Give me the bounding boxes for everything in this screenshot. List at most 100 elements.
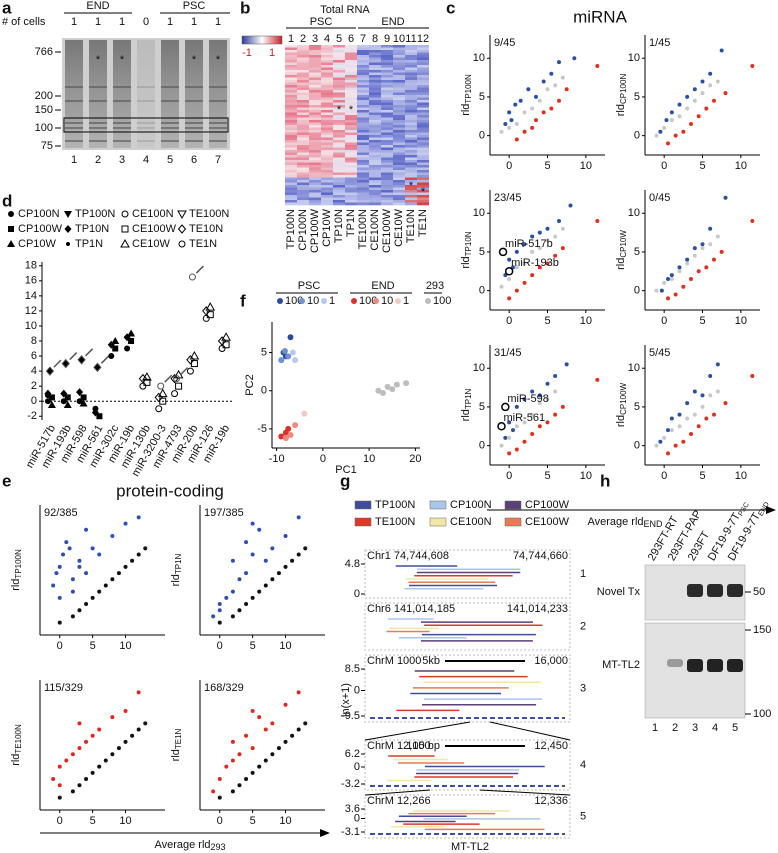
heatmap-cell xyxy=(345,112,357,116)
track-y-label: 6.2 xyxy=(345,748,360,760)
heatmap-cell xyxy=(297,122,309,126)
heatmap-cell xyxy=(297,65,309,68)
point xyxy=(64,394,71,401)
heatmap-cell xyxy=(321,145,333,148)
heatmap-cell xyxy=(369,112,381,116)
point xyxy=(79,399,88,407)
heatmap-cell xyxy=(321,72,333,76)
gel-band xyxy=(161,140,179,142)
heatmap-cell xyxy=(393,152,405,156)
track-number: 3 xyxy=(580,682,586,694)
point xyxy=(80,394,87,401)
x-tick-label: 20 xyxy=(409,453,421,465)
point xyxy=(553,83,558,88)
heatmap-cell xyxy=(321,82,333,86)
heatmap-cell xyxy=(285,75,297,78)
y-label-main: rld xyxy=(615,104,627,116)
point xyxy=(692,253,697,258)
point xyxy=(237,783,242,788)
heatmap-cell xyxy=(405,180,417,183)
point xyxy=(281,348,288,355)
x-tick-label: 0 xyxy=(57,815,63,827)
heatmap-cell xyxy=(297,127,309,131)
point xyxy=(545,420,550,425)
legend-symbol xyxy=(177,224,187,234)
heatmap-cell xyxy=(345,175,357,178)
point xyxy=(296,690,301,695)
point xyxy=(263,758,268,763)
point xyxy=(595,63,600,68)
zoom-line xyxy=(364,789,431,796)
heatmap-cell xyxy=(381,150,393,153)
point xyxy=(507,110,512,115)
heatmap-cell xyxy=(285,112,297,116)
heatmap-cell xyxy=(381,77,393,81)
heatmap-cell xyxy=(417,137,429,141)
heatmap-cell xyxy=(381,95,393,98)
heatmap-cell xyxy=(345,177,357,181)
heatmap-cell xyxy=(345,77,357,81)
legend-label: CE100W xyxy=(525,516,570,528)
heatmap-cell xyxy=(393,97,405,101)
heatmap-cell xyxy=(333,160,345,163)
asterisk: * xyxy=(421,186,426,198)
y-tick-label: 8 xyxy=(31,335,37,347)
y-tick-label: 5 xyxy=(634,91,640,103)
legend-label: CP10W xyxy=(18,238,57,250)
heatmap-cell xyxy=(297,175,309,178)
heatmap-cell xyxy=(309,72,321,76)
point xyxy=(654,443,659,448)
heatmap-cell xyxy=(369,67,381,71)
heatmap-cell xyxy=(417,177,429,181)
point xyxy=(689,277,693,282)
heatmap-cell xyxy=(393,185,405,188)
heatmap-cell xyxy=(309,80,321,83)
point xyxy=(389,386,396,393)
legend-swatch xyxy=(504,500,522,510)
point xyxy=(84,739,89,744)
point xyxy=(658,439,663,444)
point xyxy=(97,552,102,557)
heatmap-cell xyxy=(285,130,297,133)
point xyxy=(537,401,542,406)
point xyxy=(537,246,542,251)
heatmap-cell xyxy=(333,147,345,151)
heatmap-cell xyxy=(285,95,297,98)
heatmap-cell xyxy=(417,97,429,101)
heatmap-cell xyxy=(369,65,381,68)
heatmap-cell xyxy=(369,95,381,98)
point xyxy=(549,71,554,76)
sample-label: CE100N xyxy=(369,209,381,251)
legend-swatch xyxy=(395,298,401,304)
band xyxy=(667,659,683,667)
heatmap-cell xyxy=(285,192,297,196)
heatmap-cell xyxy=(345,92,357,96)
heatmap-cell xyxy=(381,72,393,76)
point xyxy=(673,292,678,297)
heatmap-cell xyxy=(393,45,405,48)
heatmap-cell xyxy=(333,142,345,146)
point xyxy=(541,110,546,115)
heatmap-cell xyxy=(321,175,333,178)
point xyxy=(44,392,51,399)
heatmap-cell xyxy=(333,50,345,53)
heatmap-cell xyxy=(345,95,357,98)
heatmap-cell xyxy=(285,80,297,83)
heatmap-cell xyxy=(405,122,417,126)
heatmap-cell xyxy=(285,162,297,166)
heatmap-cell xyxy=(297,82,309,86)
y-label-sub: TP100N xyxy=(464,74,473,104)
point xyxy=(537,230,542,235)
heatmap-cell xyxy=(333,120,345,123)
heatmap-cell xyxy=(405,75,417,78)
heatmap-cell xyxy=(345,52,357,56)
point xyxy=(110,577,115,582)
cell-count: 0 xyxy=(143,16,149,28)
heatmap-cell xyxy=(309,187,321,191)
heatmap-cell xyxy=(357,75,369,78)
heatmap-cell xyxy=(321,102,333,106)
legend-label: CE100N xyxy=(450,516,492,528)
heatmap-cell xyxy=(345,47,357,51)
x-tick-label: 5 xyxy=(250,640,256,652)
heatmap-cell xyxy=(405,110,417,113)
